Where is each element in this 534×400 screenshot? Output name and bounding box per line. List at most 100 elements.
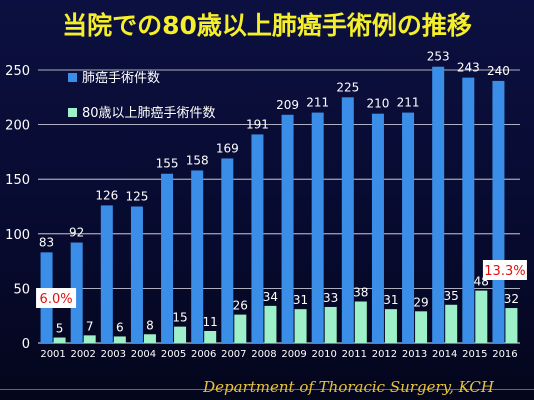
data-label-total: 211 [306,96,329,110]
y-tick-label: 150 [5,173,30,188]
legend-label-elderly: 80歳以上肺癌手術件数 [82,105,216,121]
data-label-elderly: 29 [413,295,428,309]
legend-label-total: 肺癌手術件数 [82,70,160,86]
data-label-total: 169 [216,141,239,155]
bar-total [402,112,415,343]
bar-total [432,66,445,343]
bar-elderly [505,308,518,343]
chart-title: 当院での80歳以上肺癌手術例の推移 [62,11,472,40]
legend-swatch-elderly [68,108,77,117]
legend: 肺癌手術件数 80歳以上肺癌手術件数 [68,70,216,121]
x-tick-label: 2011 [342,349,367,360]
x-tick-label: 2014 [432,349,457,360]
y-tick-label: 100 [5,228,30,243]
footer-divider [0,389,534,390]
footer-credit: Department of Thoracic Surgery, KCH [203,378,494,396]
data-label-total: 125 [125,190,148,204]
bar-total [251,134,264,343]
x-tick-label: 2001 [40,349,65,360]
x-tick-label: 2006 [191,349,216,360]
bar-elderly [445,304,458,343]
x-tick-label: 2005 [161,349,186,360]
data-label-elderly: 38 [353,286,368,300]
bar-total [462,77,475,344]
bar-total [492,80,505,344]
bar-elderly [384,309,397,343]
data-label-total: 225 [336,80,359,94]
annotation-box [482,260,527,280]
data-label-total: 240 [487,64,510,78]
x-tick-label: 2009 [281,349,306,360]
data-label-elderly: 11 [203,315,218,329]
x-axis: 2001 2002 2003 2004 2005 2006 2007 2008 2009 2010… [40,349,517,360]
bar-elderly [83,335,96,343]
x-tick-label: 2003 [101,349,126,360]
x-tick-label: 2012 [372,349,397,360]
x-tick-label: 2016 [492,349,517,360]
bars [40,66,518,344]
bar-elderly [174,326,187,343]
annotation-label: 6.0% [40,292,73,307]
data-label-total: 253 [427,50,450,64]
data-label-elderly: 8 [146,318,154,332]
bar-elderly [294,309,307,343]
x-tick-label: 2008 [251,349,276,360]
data-label-total: 191 [246,117,269,131]
y-axis: 0 50 100 150 200 250 [5,64,30,352]
bar-total [221,158,234,343]
x-tick-label: 2002 [70,349,95,360]
bar-elderly [354,301,367,343]
data-label-total: 126 [95,188,118,202]
data-label-elderly: 31 [293,293,308,307]
bar-elderly [234,314,247,343]
data-label-elderly: 34 [263,290,278,304]
bar-elderly [324,306,337,343]
bar-total [371,113,384,344]
x-tick-label: 2004 [131,349,156,360]
annotations: 6.0% 13.3% [36,260,527,308]
data-label-total: 83 [39,235,54,249]
data-label-total: 158 [186,153,209,167]
x-tick-label: 2013 [402,349,427,360]
data-label-elderly: 35 [444,289,459,303]
bar-elderly [264,305,277,343]
bar-elderly [113,336,126,343]
bar-elderly [53,337,66,343]
y-tick-label: 0 [22,337,30,352]
data-label-total: 155 [156,157,179,171]
bar-total [130,206,143,343]
annotation-label: 13.3% [484,264,525,279]
data-label-total: 209 [276,98,299,112]
legend-swatch-total [68,73,77,82]
data-label-elderly: 5 [56,322,64,336]
bar-elderly [415,311,428,343]
y-tick-label: 250 [5,64,30,79]
data-label-total: 92 [69,226,84,240]
data-label-elderly: 15 [172,311,187,325]
bar-total [341,97,354,343]
data-label-total: 243 [457,61,480,75]
data-labels: 83 5 92 7 126 6 125 8 155 15 158 11 169 26 191 34 209 31 2… [39,50,519,336]
data-label-total: 211 [397,96,420,110]
bar-total [311,112,324,343]
bar-elderly [143,334,156,343]
bar-total [70,242,83,343]
data-label-elderly: 32 [504,292,519,306]
bar-total [191,170,204,343]
bar-total [100,205,113,343]
y-tick-label: 50 [13,282,30,297]
bar-total [281,114,294,343]
data-label-elderly: 33 [323,291,338,305]
x-tick-label: 2010 [311,349,336,360]
data-label-elderly: 26 [233,299,248,313]
data-label-total: 210 [366,97,389,111]
y-tick-label: 200 [5,119,30,134]
bar-elderly [204,330,217,343]
bar-elderly [475,290,488,343]
data-label-elderly: 6 [116,320,124,334]
bar-total [161,173,174,343]
x-tick-label: 2015 [462,349,487,360]
data-label-elderly: 7 [86,319,94,333]
x-tick-label: 2007 [221,349,246,360]
